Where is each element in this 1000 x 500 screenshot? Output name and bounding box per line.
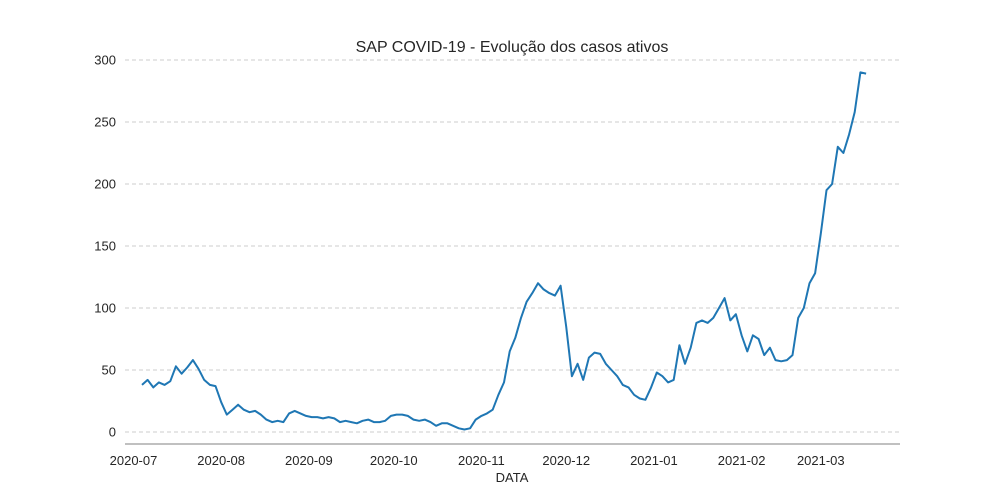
x-tick-label: 2020-07 [110, 453, 158, 468]
y-tick-label: 100 [94, 301, 116, 316]
x-tick-label: 2020-12 [542, 453, 590, 468]
x-axis: 2020-07 2020-08 2020-09 2020-10 2020-11 2020-… [110, 453, 845, 468]
y-tick-label: 250 [94, 115, 116, 130]
y-tick-label: 200 [94, 177, 116, 192]
y-tick-label: 50 [102, 363, 116, 378]
x-tick-label: 2020-10 [370, 453, 418, 468]
y-tick-label: 0 [109, 425, 116, 440]
x-tick-label: 2021-01 [630, 453, 678, 468]
x-tick-label: 2020-11 [458, 453, 505, 468]
x-tick-label: 2021-02 [718, 453, 766, 468]
chart-title: SAP COVID-19 - Evolução dos casos ativos [356, 39, 669, 56]
x-axis-label: DATA [496, 470, 529, 485]
x-tick-label: 2020-08 [197, 453, 245, 468]
series-line [141, 71, 867, 431]
x-tick-label: 2020-09 [285, 453, 333, 468]
x-tick-label: 2021-03 [797, 453, 845, 468]
y-axis: 0 50 100 150 200 250 300 [94, 53, 116, 440]
y-tick-label: 150 [94, 239, 116, 254]
y-tick-label: 300 [94, 53, 116, 68]
grid [125, 59, 900, 433]
